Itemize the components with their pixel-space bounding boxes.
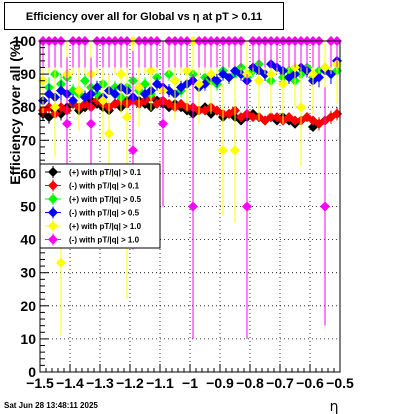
data-point [224, 72, 234, 83]
legend-entry: (+) with pT/|q| > 0.5 [45, 193, 142, 205]
data-point [134, 82, 144, 93]
x-tick-label: −1.2 [116, 375, 144, 391]
data-point [206, 69, 216, 80]
data-point [212, 75, 222, 86]
legend-marker [48, 207, 58, 218]
legend-entry: (-) with pT/|q| > 1.0 [45, 233, 140, 246]
data-point [68, 95, 78, 106]
data-point [182, 65, 192, 76]
x-tick-label: −0.8 [236, 375, 264, 391]
data-point [110, 88, 120, 99]
data-point [50, 102, 60, 113]
data-point [266, 69, 276, 80]
data-point [74, 85, 84, 96]
legend-marker [48, 194, 58, 204]
legend-label: (+) with pT/|q| > 0.5 [69, 195, 142, 204]
legend-marker [48, 234, 58, 245]
legend-entry: (+) with pT/|q| > 0.1 [45, 166, 142, 178]
data-point [296, 102, 306, 113]
y-tick-label: 80 [20, 99, 36, 115]
legend-label: (-) with pT/|q| > 0.1 [69, 182, 140, 191]
data-point [254, 75, 264, 86]
y-tick-label: 100 [13, 33, 37, 49]
data-point [158, 118, 168, 129]
data-point [278, 79, 288, 90]
legend-box [39, 163, 161, 249]
x-tick-label: −1.3 [86, 375, 114, 391]
data-point [248, 112, 258, 123]
data-point [320, 201, 330, 212]
x-tick-label: −0.5 [326, 375, 354, 391]
x-tick-label: −1.1 [146, 375, 174, 391]
legend-marker [48, 221, 58, 231]
x-tick-label: −1 [182, 375, 198, 391]
data-point [242, 201, 252, 212]
x-axis-label: η [330, 399, 339, 414]
series-6 [38, 36, 342, 339]
data-point [308, 69, 318, 80]
y-tick-label: 40 [20, 232, 36, 248]
legend-label: (+) with pT/|q| > 0.1 [69, 168, 142, 177]
data-point [170, 75, 180, 86]
x-tick-label: −0.6 [296, 375, 324, 391]
legend-label: (-) with pT/|q| > 0.5 [69, 209, 140, 218]
legend-entry: (-) with pT/|q| > 0.1 [45, 179, 140, 192]
data-point [80, 75, 90, 86]
data-point [56, 257, 66, 268]
x-tick-label: −1.4 [56, 375, 84, 391]
data-point [266, 112, 276, 123]
x-tick-label: −1.5 [26, 375, 54, 391]
data-point [230, 145, 240, 156]
legend-label: (+) with pT/|q| > 1.0 [69, 222, 142, 231]
y-tick-label: 20 [20, 298, 36, 314]
data-point [104, 128, 114, 139]
data-point [116, 69, 126, 80]
y-tick-label: 50 [20, 199, 36, 215]
data-point [200, 79, 210, 90]
series-layer [38, 36, 342, 339]
y-tick-label: 30 [20, 265, 36, 281]
timestamp: Sat Jun 28 13:48:11 2025 [4, 401, 98, 410]
data-point [290, 115, 300, 126]
data-point [62, 118, 72, 129]
data-point [86, 118, 96, 129]
chart-title: Efficiency over all for Global vs η at p… [4, 2, 284, 30]
legend-marker [48, 167, 58, 177]
data-point [320, 62, 330, 73]
data-point [146, 65, 156, 76]
legend: (+) with pT/|q| > 0.1 (-) with pT/|q| > 0… [39, 163, 161, 249]
x-tick-label: −0.9 [206, 375, 234, 391]
y-tick-label: 60 [20, 165, 36, 181]
y-axis-label: Efficiency over all (%) [7, 40, 23, 185]
data-point [92, 82, 102, 93]
data-point [218, 145, 228, 156]
y-tick-label: 70 [20, 132, 36, 148]
data-point [122, 112, 132, 123]
legend-entry: (+) with pT/|q| > 1.0 [45, 220, 142, 232]
legend-label: (-) with pT/|q| > 1.0 [69, 236, 140, 245]
data-point [188, 201, 198, 212]
y-tick-label: 0 [28, 364, 36, 380]
legend-entry: (-) with pT/|q| > 0.5 [45, 206, 140, 219]
data-point [128, 145, 138, 156]
y-tick-label: 10 [20, 331, 36, 347]
y-tick-label: 90 [20, 66, 36, 82]
legend-marker [48, 180, 58, 191]
data-point [194, 79, 204, 90]
data-point [98, 95, 108, 106]
x-tick-label: −0.7 [266, 375, 294, 391]
